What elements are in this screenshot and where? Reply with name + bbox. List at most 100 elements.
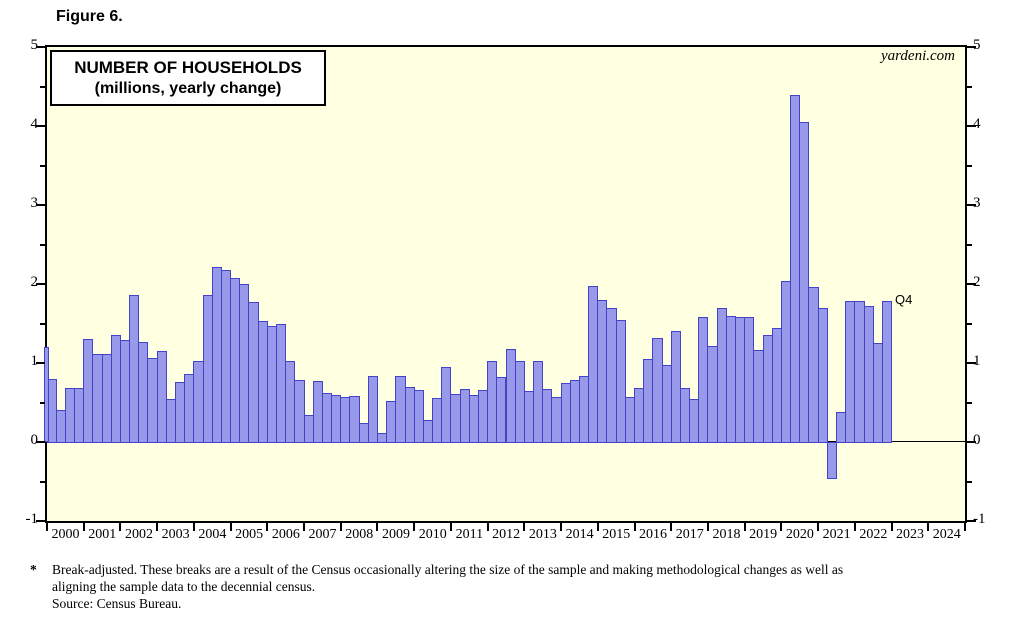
x-year-label: 2016 (639, 527, 668, 542)
x-year-label: 2017 (675, 527, 704, 542)
bar (799, 122, 810, 443)
x-tick (853, 523, 856, 531)
bar (817, 308, 828, 443)
y-axis-label-right: 2 (973, 274, 981, 290)
x-tick (670, 523, 673, 531)
y-axis-label-left: -1 (25, 511, 39, 527)
x-year-label: 2008 (345, 527, 374, 542)
y-tick-left (40, 86, 45, 88)
x-tick (633, 523, 636, 531)
footnote-line-2: aligning the sample data to the decennia… (52, 579, 316, 594)
y-axis-label-right: 1 (973, 353, 981, 369)
y-axis-label-left: 3 (30, 195, 39, 211)
y-tick-right (967, 165, 972, 167)
partial-first-bar (44, 347, 49, 442)
y-tick-left (40, 402, 45, 404)
footnote: * Break-adjusted. These breaks are a res… (30, 561, 1005, 612)
bar (881, 300, 893, 443)
y-axis-label-right: 3 (973, 195, 981, 211)
x-tick (560, 523, 563, 531)
y-tick-right (967, 520, 976, 522)
y-axis-label-right: 4 (973, 116, 981, 132)
x-year-label: 2020 (785, 527, 814, 542)
y-tick-left (36, 441, 45, 443)
x-year-label: 2019 (749, 527, 778, 542)
x-year-label: 2003 (161, 527, 190, 542)
y-tick-right (967, 244, 972, 246)
y-axis-label-left: 0 (30, 432, 39, 448)
y-tick-left (40, 244, 45, 246)
x-year-label: 2014 (565, 527, 594, 542)
y-tick-left (40, 165, 45, 167)
bar (367, 376, 378, 443)
bar (826, 442, 837, 480)
y-tick-right (967, 402, 972, 404)
x-year-label: 2021 (822, 527, 851, 542)
x-tick (706, 523, 709, 531)
x-tick (303, 523, 306, 531)
x-tick (523, 523, 526, 531)
x-year-label: 2018 (712, 527, 741, 542)
figure-label: Figure 6. (56, 8, 123, 25)
x-year-label: 2015 (602, 527, 631, 542)
x-year-label: 2000 (51, 527, 80, 542)
chart-title: NUMBER OF HOUSEHOLDS (74, 58, 302, 77)
footnote-line-1: Break-adjusted. These breaks are a resul… (52, 562, 844, 577)
y-tick-left (40, 481, 45, 483)
x-year-label: 2009 (381, 527, 410, 542)
x-tick (890, 523, 893, 531)
y-axis-label-right: 0 (973, 432, 981, 448)
x-tick (192, 523, 195, 531)
x-tick (486, 523, 489, 531)
y-tick-left (40, 323, 45, 325)
x-tick (156, 523, 159, 531)
y-tick-right (967, 125, 976, 127)
x-year-label: 2023 (896, 527, 925, 542)
y-axis-label-left: 1 (30, 353, 39, 369)
x-tick (413, 523, 416, 531)
y-axis-label-left: 5 (30, 37, 39, 53)
bar (156, 351, 167, 443)
x-tick (376, 523, 379, 531)
x-tick (449, 523, 452, 531)
x-year-label: 2006 (271, 527, 300, 542)
x-year-label: 2004 (198, 527, 227, 542)
x-year-label: 2002 (124, 527, 153, 542)
x-tick (743, 523, 746, 531)
y-axis-label-right: 5 (973, 37, 981, 53)
x-year-label: 2001 (88, 527, 117, 542)
x-tick (817, 523, 820, 531)
y-tick-right (967, 86, 972, 88)
y-axis-label-left: 2 (30, 274, 39, 290)
x-tick (339, 523, 342, 531)
y-tick-right (967, 441, 976, 443)
x-year-label: 2011 (455, 527, 484, 542)
y-tick-left (36, 520, 45, 522)
x-tick (927, 523, 930, 531)
x-year-label: 2022 (859, 527, 888, 542)
source-line: Source: Census Bureau. (52, 596, 182, 611)
title-box: NUMBER OF HOUSEHOLDS (millions, yearly c… (50, 50, 326, 106)
y-tick-right (967, 283, 976, 285)
x-tick (46, 523, 48, 531)
x-tick (266, 523, 269, 531)
y-tick-right (967, 362, 976, 364)
y-tick-left (36, 46, 45, 48)
plot-area (45, 45, 967, 523)
y-tick-left (36, 362, 45, 364)
y-tick-left (36, 283, 45, 285)
x-tick (596, 523, 599, 531)
y-tick-right (967, 481, 972, 483)
x-tick (780, 523, 783, 531)
last-point-annotation: Q4 (895, 292, 913, 307)
y-tick-left (36, 125, 45, 127)
bar (615, 320, 626, 443)
bar (670, 331, 681, 443)
x-tick (229, 523, 232, 531)
y-tick-right (967, 323, 972, 325)
y-axis-label-left: 4 (30, 116, 39, 132)
chart-subtitle: (millions, yearly change) (94, 79, 282, 97)
x-year-label: 2013 (528, 527, 557, 542)
x-year-label: 2010 (418, 527, 447, 542)
